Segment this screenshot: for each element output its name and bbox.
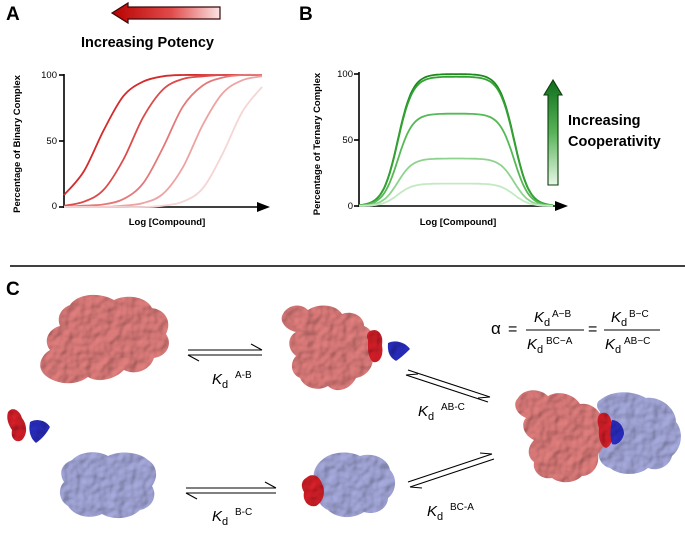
protein-c-ligand-complex (301, 452, 396, 518)
eq-num1-k: K (534, 309, 545, 326)
b-ytick-50: 50 (342, 135, 353, 146)
eq-den1-d: d (537, 344, 543, 356)
eq-equals-1: = (508, 321, 517, 338)
equilibrium-arrows (185, 343, 495, 500)
b-x-arrowhead (555, 201, 568, 211)
kd-bca-sup: BC-A (450, 502, 474, 513)
panel-a: A Increasing Potency Percentage of Binar… (6, 1, 270, 228)
eq-arrow-bc (185, 481, 277, 500)
panel-c: C α = K d A−B K d BC−A = K d B−C K d AB−… (6, 279, 681, 528)
kd-ab-label: K d A-B (212, 370, 252, 391)
ternary-curve-3 (358, 112, 554, 207)
protein-a (40, 294, 169, 384)
a-ylabel: Percentage of Binary Complex (12, 74, 23, 213)
b-axes (354, 72, 556, 207)
ternary-curve-4 (358, 157, 554, 207)
eq-arrow-bca (407, 452, 495, 489)
eq-num2-d: d (621, 317, 627, 329)
panel-b: B Percentage of Ternary Complex 0 50 100… (299, 4, 661, 228)
eq-den2-sup: AB−C (624, 336, 650, 347)
ternary-curve-2 (358, 75, 554, 207)
binary-curve-2 (63, 74, 262, 207)
kd-bc-k: K (212, 508, 223, 525)
cooperativity-arrow (543, 78, 563, 186)
eq-den2-d: d (615, 344, 621, 356)
b-ylabel: Percentage of Ternary Complex (312, 72, 323, 215)
a-curves (63, 73, 263, 208)
panel-letter-b: B (299, 4, 313, 25)
kd-ab-d: d (222, 379, 228, 391)
panel-letter-c: C (6, 279, 20, 300)
kd-abc-sup: AB-C (441, 402, 465, 413)
kd-ab-sup: A-B (235, 370, 252, 381)
free-ligand (7, 409, 50, 443)
kd-bca-d: d (437, 511, 443, 523)
a-xlabel: Log [Compound] (129, 217, 206, 228)
kd-ab-k: K (212, 371, 223, 388)
eq-arrow-ab (187, 343, 263, 362)
eq-alpha: α (491, 319, 501, 338)
binary-curve-5 (63, 86, 263, 208)
kd-bc-label: K d B-C (212, 507, 252, 528)
kd-bca-k: K (427, 503, 438, 520)
kd-bc-d: d (222, 516, 228, 528)
panel-letter-a: A (6, 4, 20, 25)
eq-equals-2: = (588, 321, 597, 338)
b-ytick-100: 100 (337, 69, 353, 80)
b-xlabel: Log [Compound] (420, 217, 497, 228)
a-ytick-100: 100 (41, 70, 57, 81)
a-x-arrowhead (257, 202, 270, 212)
eq-den1-k: K (527, 336, 538, 353)
eq-num2-k: K (611, 309, 622, 326)
potency-arrow (110, 1, 221, 25)
ternary-curve-5 (358, 182, 554, 207)
a-ytick-0: 0 (52, 201, 57, 212)
ternary-complex (515, 390, 681, 483)
eq-num1-sup: A−B (552, 309, 572, 320)
kd-abc-k: K (418, 403, 429, 420)
cooperativity-heading-1: Increasing (568, 113, 641, 129)
potency-heading: Increasing Potency (81, 35, 214, 51)
b-curves (358, 73, 554, 207)
b-ytick-0: 0 (348, 201, 353, 212)
kd-bca-label: K d BC-A (427, 502, 474, 523)
eq-num2-sup: B−C (629, 309, 649, 320)
eq-den2-k: K (605, 336, 616, 353)
eq-arrow-abc (405, 369, 491, 403)
protein-c (59, 452, 157, 519)
kd-bc-sup: B-C (235, 507, 252, 518)
eq-den1-sup: BC−A (546, 336, 573, 347)
kd-abc-d: d (428, 411, 434, 423)
cooperativity-heading-2: Cooperativity (568, 134, 661, 150)
protein-a-ligand-complex (281, 305, 410, 391)
cooperativity-equation: α = K d A−B K d BC−A = K d B−C K d AB−C (491, 309, 660, 356)
a-ytick-50: 50 (46, 136, 57, 147)
binary-curve-4 (63, 75, 263, 208)
kd-abc-label: K d AB-C (418, 402, 465, 423)
binary-curve-1 (63, 74, 262, 196)
eq-num1-d: d (544, 317, 550, 329)
binary-curve-3 (63, 73, 263, 208)
